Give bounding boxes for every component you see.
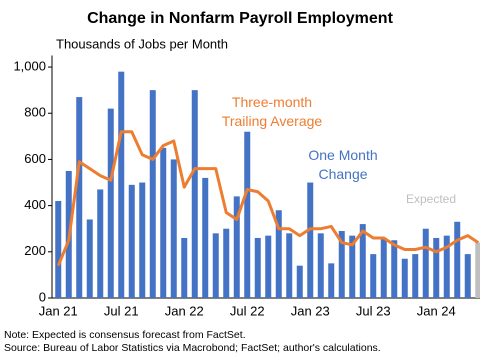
bar <box>244 131 251 298</box>
bar <box>401 258 408 298</box>
bar <box>275 210 282 298</box>
y-tick-label: 1,000 <box>13 58 46 73</box>
bar <box>55 201 62 298</box>
bar <box>286 233 293 298</box>
bar <box>443 235 450 298</box>
bar <box>328 263 335 298</box>
x-tick-label: Jan 24 <box>417 303 456 318</box>
bar <box>475 242 480 298</box>
bar <box>128 184 135 298</box>
bar <box>412 254 419 298</box>
x-tick-label: Jul 21 <box>104 303 139 318</box>
bar <box>265 235 272 298</box>
bar <box>359 224 366 298</box>
bar <box>380 237 387 298</box>
bar <box>464 254 471 298</box>
bar <box>307 182 314 298</box>
y-tick-label: 0 <box>39 289 46 304</box>
bar <box>160 147 167 298</box>
bar <box>170 159 177 298</box>
line <box>56 130 480 267</box>
bar <box>370 254 377 298</box>
x-tick-label: Jan 23 <box>291 303 330 318</box>
bar <box>296 265 303 298</box>
y-tick-label: 600 <box>24 151 46 166</box>
bar <box>454 221 461 298</box>
bar <box>76 97 83 298</box>
y-tick-label: 800 <box>24 105 46 120</box>
bar <box>254 237 261 298</box>
bar <box>202 177 209 298</box>
bar <box>233 196 240 298</box>
x-tick-label: Jul 22 <box>230 303 265 318</box>
bar <box>97 189 104 298</box>
bar <box>338 231 345 298</box>
note: Source: Bureau of Labor Statistics via M… <box>4 342 381 354</box>
y-tick-label: 400 <box>24 197 46 212</box>
bar <box>212 233 219 298</box>
y-tick-label: 200 <box>24 243 46 258</box>
bar <box>422 228 429 298</box>
bar <box>181 237 188 298</box>
bar <box>223 228 230 298</box>
bar <box>149 90 156 299</box>
bar <box>86 219 93 298</box>
chart-title: Change in Nonfarm Payroll Employment <box>87 10 394 27</box>
bar <box>317 233 324 298</box>
bar <box>391 240 398 298</box>
x-tick-label: Jul 23 <box>356 303 391 318</box>
bar <box>118 71 125 299</box>
bar <box>349 235 356 298</box>
bar <box>139 182 146 298</box>
note: Note: Expected is consensus forecast fro… <box>4 329 246 341</box>
x-tick-label: Jan 21 <box>39 303 78 318</box>
bar <box>433 237 440 298</box>
x-tick-label: Jan 22 <box>165 303 204 318</box>
line-annotation: Three-month Trailing Average <box>221 94 323 129</box>
expected-annotation: Expected <box>405 192 457 206</box>
bar <box>191 90 198 299</box>
y-axis-label: Thousands of Jobs per Month <box>56 36 228 51</box>
bar <box>107 108 114 298</box>
bar-annotation: One Month Change <box>308 147 378 182</box>
